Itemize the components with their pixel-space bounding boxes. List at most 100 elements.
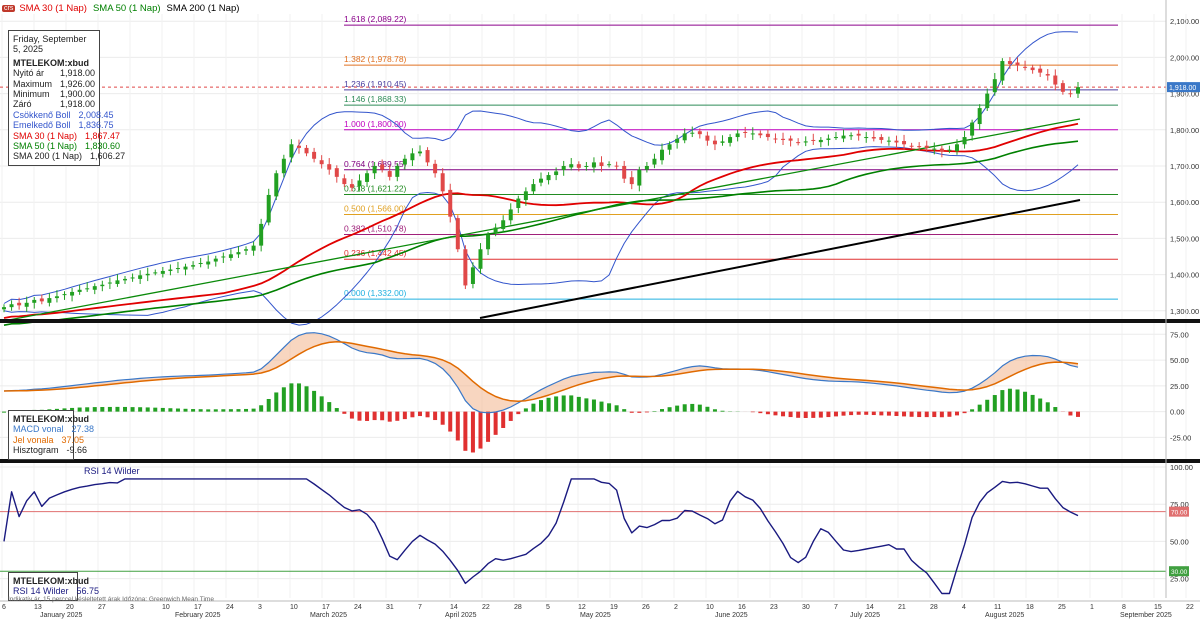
x-day-tick-label: 11 (994, 604, 1001, 611)
macd-histogram-bar (856, 411, 861, 415)
macd-histogram-bar (100, 407, 105, 412)
candle-body (198, 262, 203, 264)
fib-level-label: 0.000 (1,332.00) (344, 288, 407, 298)
macd-histogram-bar (168, 408, 173, 412)
candle-body (523, 191, 528, 201)
macd-label: Hisztogram (13, 445, 59, 456)
info-row: SMA 30 (1 Nap) 1,867.47 (13, 131, 120, 141)
candle-body (750, 133, 755, 135)
macd-histogram-bar (198, 409, 203, 412)
macd-histogram-bar (652, 411, 657, 412)
candle-body (569, 164, 574, 168)
candle-body (652, 158, 657, 165)
last-price-tag-bg (1167, 82, 1200, 93)
info-row: SMA 200 (1 Nap) 1,606.27 (13, 151, 125, 161)
trend-line (0, 118, 1081, 323)
rsi-level-tag-bg (1169, 506, 1189, 517)
bollinger-upper-line (3, 31, 1079, 304)
candle-body (576, 164, 581, 168)
macd-histogram-bar (319, 396, 324, 412)
macd-y-tick-label: 0.00 (1170, 408, 1185, 417)
candle-body (758, 133, 763, 136)
macd-histogram-bar (251, 408, 256, 412)
macd-histogram-bar (1000, 390, 1005, 412)
macd-histogram-bar (750, 411, 755, 413)
macd-histogram-bar (334, 408, 339, 412)
macd-histogram-bar (206, 409, 211, 412)
fib-level-label: 0.500 (1,566.00) (344, 203, 407, 213)
candle-body (470, 267, 475, 284)
x-month-label: March 2025 (310, 612, 347, 619)
macd-histogram-bar (213, 409, 218, 412)
macd-histogram-bar (985, 399, 990, 412)
last-price-tag: 1,918.00 (1169, 85, 1196, 92)
info-value: 1,606.27 (90, 151, 126, 162)
candle-body (417, 151, 422, 154)
macd-histogram-bar (909, 411, 914, 417)
candle-body (168, 269, 173, 271)
candle-body (818, 139, 823, 143)
candle-body (17, 302, 22, 306)
macd-histogram-bar (1023, 391, 1028, 412)
macd-histogram-bar (281, 387, 286, 412)
fib-level-label: 0.236 (1,442.45) (344, 248, 407, 258)
x-day-tick-label: 5 (546, 604, 550, 611)
x-day-tick-label: 15 (1154, 604, 1162, 611)
macd-label: MACD vonal (13, 424, 64, 435)
macd-histogram-bar (380, 411, 385, 421)
x-day-tick-label: 10 (162, 604, 170, 611)
candle-body (561, 166, 566, 170)
sma-50-line (3, 140, 1079, 326)
macd-histogram-bar (183, 408, 188, 412)
macd-histogram-bar (788, 411, 793, 418)
x-day-tick-label: 3 (258, 604, 262, 611)
macd-histogram-bar (175, 408, 180, 412)
candle-body (455, 218, 460, 250)
candle-body (357, 180, 362, 187)
macd-histogram-bar (720, 410, 725, 412)
candle-body (1038, 68, 1043, 73)
rsi-level-tag: 30.00 (1171, 569, 1188, 576)
macd-histogram-bar (629, 411, 634, 413)
macd-histogram-bar (433, 411, 438, 421)
macd-histogram-bar (1053, 407, 1058, 412)
candle-body (153, 272, 158, 274)
candle-body (879, 137, 884, 140)
candle-body (440, 173, 445, 192)
info-value: 1,836.75 (78, 120, 114, 131)
info-row: Nyitó ár 1,918.00 (13, 68, 95, 78)
info-value: 1,900.00 (59, 89, 95, 100)
x-day-tick-label: 27 (98, 604, 106, 611)
candle-body (478, 249, 483, 269)
macd-histogram-bar (493, 411, 498, 435)
candle-body (712, 140, 717, 145)
x-month-label: September 2025 (1120, 612, 1172, 619)
fib-level-label: 0.764 (1,689.55) (344, 159, 407, 169)
macd-histogram-bar (886, 411, 891, 416)
info-label: Nyitó ár (13, 68, 45, 79)
candle-body (236, 252, 241, 255)
x-day-tick-label: 10 (706, 604, 714, 611)
candle-body (251, 245, 256, 251)
macd-histogram-bar (644, 411, 649, 413)
macd-histogram-bar (781, 411, 786, 417)
macd-histogram-bar (1007, 388, 1012, 412)
macd-histogram-bar (939, 411, 944, 418)
macd-info-box: MTELEKOM:xbud MACD vonal 27.38 Jel vonala 3… (8, 410, 94, 460)
x-month-label: January 2025 (40, 612, 83, 619)
candle-body (160, 270, 165, 274)
info-row: SMA 50 (1 Nap) 1,830.60 (13, 141, 120, 151)
macd-histogram-bar (123, 406, 128, 412)
candle-body (387, 171, 392, 177)
candle-body (289, 144, 294, 158)
candle-body (342, 178, 347, 185)
x-month-label: April 2025 (445, 612, 477, 619)
info-value: 1,926.00 (60, 78, 96, 89)
y-tick-label: 1,300.00 (1170, 307, 1199, 316)
candle-body (9, 304, 14, 308)
x-day-tick-label: 21 (898, 604, 906, 611)
macd-histogram-bar (478, 411, 483, 449)
macd-histogram-bar (765, 411, 770, 415)
macd-histogram-bar (758, 411, 763, 414)
rsi-row: RSI 14 Wilder 56.75 (13, 586, 99, 596)
